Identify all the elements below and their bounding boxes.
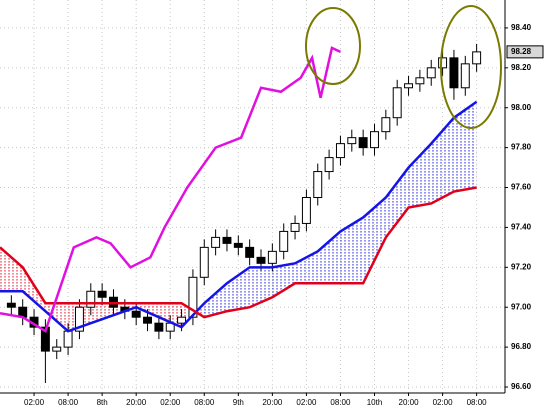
candle-body — [222, 236, 232, 244]
candle-body — [370, 131, 379, 149]
candle-body — [472, 51, 482, 65]
candle-body — [313, 171, 323, 198]
candle-body — [177, 316, 187, 324]
cloud-segment — [385, 167, 409, 238]
cloud-segment — [204, 283, 227, 318]
candle-body — [460, 63, 470, 89]
y-tick-label: 98.00 — [511, 103, 532, 112]
last-price-label: 98.28 — [511, 47, 532, 56]
y-tick-label: 97.60 — [511, 183, 532, 192]
candle-body — [188, 276, 198, 318]
x-tick-label: 02:00 — [24, 398, 45, 407]
cloud-segment — [272, 263, 296, 298]
candle-body — [324, 157, 334, 173]
candle-body — [404, 83, 414, 89]
cloud-segment — [340, 217, 364, 284]
x-tick-label: 20:00 — [399, 398, 420, 407]
candle-body — [256, 256, 266, 264]
candle-body — [335, 143, 345, 159]
candle-body — [245, 246, 255, 258]
candle-body — [63, 330, 73, 348]
x-tick-label: 08:00 — [194, 398, 215, 407]
candle-body — [52, 346, 62, 352]
candle-body — [381, 117, 391, 133]
indicator-line — [0, 46, 341, 334]
y-tick-label: 97.00 — [511, 302, 532, 311]
y-tick-label: 96.60 — [511, 382, 532, 391]
x-tick-label: 10th — [367, 398, 383, 407]
candle-body — [211, 236, 221, 248]
candle-body — [426, 67, 436, 79]
candle-body — [6, 302, 16, 308]
x-tick-label: 08:00 — [330, 398, 351, 407]
y-tick-label: 97.20 — [511, 262, 532, 271]
y-tick-label: 98.40 — [511, 23, 532, 32]
x-tick-label: 02:00 — [160, 398, 181, 407]
candle-body — [199, 246, 209, 278]
indicator-line — [0, 100, 478, 333]
candle-body — [438, 57, 448, 69]
cloud-segment — [226, 267, 250, 312]
cloud-segment — [45, 303, 69, 332]
cloud-segment — [431, 117, 454, 204]
candle-body — [290, 222, 300, 232]
candle-body — [347, 137, 357, 145]
cloud-segment — [363, 197, 386, 284]
x-tick-label: 08:00 — [58, 398, 79, 407]
candle-body — [143, 316, 153, 324]
y-tick-label: 98.20 — [511, 63, 532, 72]
x-tick-label: 02:00 — [296, 398, 317, 407]
candle-body — [131, 310, 141, 318]
x-tick-label: 08:00 — [467, 398, 488, 407]
x-tick-label: 9th — [233, 398, 244, 407]
cloud-segment — [249, 267, 273, 308]
candle-body — [233, 242, 243, 248]
candle-body — [86, 290, 96, 308]
candle-body — [74, 306, 84, 332]
candle-body — [267, 250, 277, 264]
y-tick-label: 96.80 — [511, 342, 532, 351]
cloud-segment — [90, 303, 114, 324]
y-tick-label: 97.40 — [511, 223, 532, 232]
plot-area — [0, 0, 505, 393]
candle-body — [40, 326, 50, 352]
cloud-segment — [181, 303, 205, 328]
x-tick-label: 8th — [97, 398, 108, 407]
highlight-ellipse — [305, 7, 361, 85]
last-price-box — [506, 45, 544, 59]
candle-body — [449, 57, 459, 89]
candle-body — [415, 77, 425, 85]
cloud-segment — [295, 251, 318, 284]
candle-body — [358, 137, 368, 149]
candle-body — [301, 196, 311, 224]
cloud-segment — [408, 143, 432, 208]
cloud-segment — [0, 247, 23, 292]
candle-body — [154, 322, 164, 332]
candle-body — [279, 230, 289, 252]
candle-body — [392, 87, 402, 119]
candle-body — [97, 290, 107, 298]
x-tick-label: 20:00 — [126, 398, 147, 407]
highlight-ellipse — [440, 5, 502, 129]
y-tick-label: 97.80 — [511, 143, 532, 152]
cloud-segment — [317, 231, 341, 284]
x-tick-label: 20:00 — [262, 398, 283, 407]
x-tick-label: 02:00 — [433, 398, 454, 407]
indicator-line — [0, 186, 477, 319]
